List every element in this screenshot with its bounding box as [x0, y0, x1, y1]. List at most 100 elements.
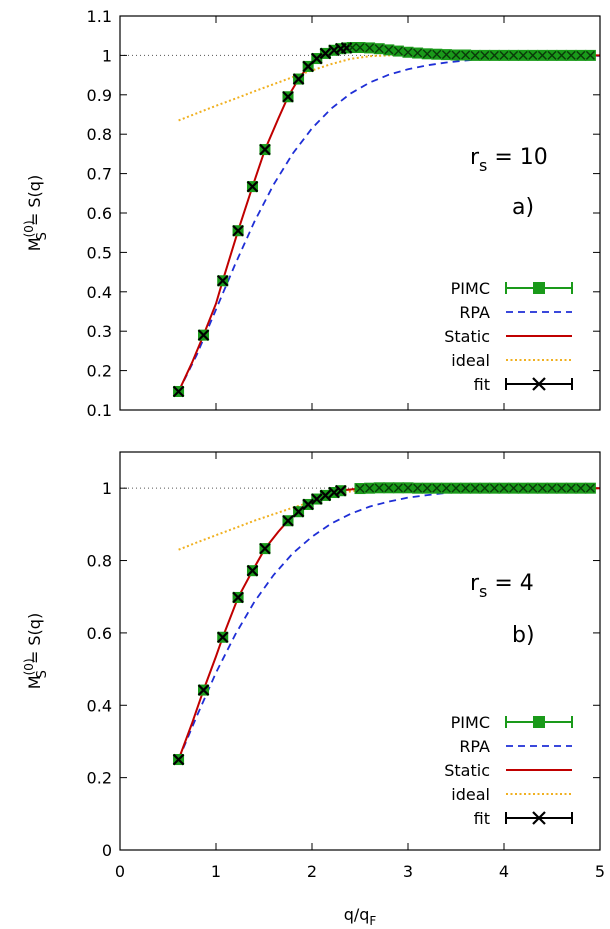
- legend: PIMC RPA Static ideal fit: [444, 279, 573, 394]
- pimc-x-overlay: [547, 483, 557, 493]
- pimc-x-overlay: [557, 483, 567, 493]
- legend-label: PIMC: [451, 713, 490, 732]
- x-tick-label: 0: [115, 862, 125, 881]
- legend-label: RPA: [459, 737, 490, 756]
- y-tick-label: 0.8: [87, 125, 112, 144]
- fit-point: [335, 484, 347, 497]
- x-tick-label: 3: [403, 862, 413, 881]
- legend-label: Static: [444, 327, 490, 346]
- x-label-subscript: F: [369, 914, 376, 928]
- plot-frame: [119, 451, 601, 851]
- fit-point: [232, 591, 244, 604]
- ideal-curve: [178, 54, 600, 122]
- pimc-x-overlay: [403, 47, 413, 57]
- pimc-x-overlay: [451, 483, 461, 493]
- legend-label: RPA: [459, 303, 490, 322]
- pimc-x-overlay: [480, 50, 490, 60]
- legend-pimc-marker: [533, 282, 545, 294]
- panel-a: 0.1 0.2 0.3 0.4 0.5 0.6 0.7 0.8 0.9 1 1.1 rs = 10 a)…: [22, 7, 601, 420]
- x-tick-label: 2: [307, 862, 317, 881]
- legend-label: fit: [474, 375, 490, 394]
- rs-value: = 4: [487, 571, 533, 596]
- fit-point: [216, 274, 229, 287]
- pimc-x-overlay: [441, 50, 451, 60]
- fit-point: [311, 52, 323, 65]
- legend-fit-marker: [532, 377, 546, 391]
- pimc-x-overlay: [365, 43, 375, 53]
- pimc-x-overlay: [509, 50, 519, 60]
- pimc-x-overlay: [461, 483, 471, 493]
- y-tick-label: 1: [102, 46, 112, 65]
- rs-symbol: r: [470, 571, 480, 596]
- pimc-x-overlay: [374, 44, 384, 54]
- static-curve: [177, 46, 600, 392]
- plot-frame: [119, 15, 601, 411]
- pimc-x-overlay: [413, 483, 423, 493]
- y-axis-label: M(0)S = S(q): [22, 175, 50, 251]
- fit-point: [259, 143, 271, 156]
- fit-point: [282, 90, 294, 103]
- pimc-x-overlay: [547, 50, 557, 60]
- rs-value: = 10: [487, 145, 547, 170]
- pimc-x-overlay: [374, 483, 384, 493]
- pimc-x-overlay: [518, 50, 528, 60]
- fit-point: [246, 180, 259, 193]
- legend: PIMC RPA Static ideal fit: [444, 713, 573, 828]
- fit-point: [216, 631, 229, 644]
- pimc-x-overlay: [557, 50, 567, 60]
- rs-subscript: s: [479, 156, 487, 175]
- fit-point: [292, 505, 305, 518]
- fit-point: [328, 486, 340, 499]
- y-tick-label: 0.1: [87, 401, 112, 420]
- y-label-subscript: S: [35, 232, 50, 240]
- y-label-superscript: (0): [22, 658, 36, 675]
- fit-point: [282, 514, 294, 527]
- panel-label: a): [512, 195, 534, 220]
- y-tick-label: 0.4: [87, 283, 112, 302]
- pimc-x-overlay: [489, 50, 499, 60]
- panel-b: 0 0.2 0.4 0.6 0.8 1 0 1 2 3 4 5 rs = 4 b) PIMC RPA Stati…: [22, 451, 605, 928]
- y-label-eq: =: [25, 208, 44, 227]
- fit-point: [246, 564, 259, 577]
- fit-point: [311, 493, 323, 505]
- pimc-x-overlay: [384, 45, 394, 55]
- y-tick-label: 0.3: [87, 322, 112, 341]
- pimc-x-overlay: [393, 483, 403, 493]
- rs-label: rs = 10: [470, 145, 548, 175]
- y-tick-label: 0.8: [87, 552, 112, 571]
- pimc-x-overlay: [470, 50, 480, 60]
- y-label-subscript: S: [35, 670, 50, 678]
- pimc-x-overlay: [509, 483, 519, 493]
- pimc-x-overlay: [499, 50, 509, 60]
- rs-symbol: r: [470, 145, 480, 170]
- pimc-x-overlay: [537, 483, 547, 493]
- y-label-text: S(q): [25, 613, 44, 646]
- y-label-M: M: [25, 237, 44, 251]
- pimc-x-overlay: [422, 49, 432, 59]
- x-label-text: q/q: [344, 905, 370, 924]
- pimc-x-overlay: [585, 483, 595, 493]
- pimc-x-overlay: [566, 50, 576, 60]
- legend-label: PIMC: [451, 279, 490, 298]
- pimc-x-overlay: [499, 483, 509, 493]
- rpa-curve: [177, 487, 601, 760]
- y-tick-label: 1: [102, 479, 112, 498]
- x-tick-label: 1: [211, 862, 221, 881]
- y-tick-label: 0: [102, 841, 112, 860]
- fit-point: [292, 73, 305, 85]
- pimc-x-overlay: [470, 483, 480, 493]
- fit-point: [172, 385, 185, 398]
- pimc-x-overlay: [422, 483, 432, 493]
- panel-label: b): [512, 623, 535, 648]
- pimc-x-overlay: [393, 46, 403, 56]
- pimc-x-overlay: [355, 484, 365, 494]
- x-axis-label: q/qF: [344, 905, 377, 928]
- y-tick-label: 0.6: [87, 624, 112, 643]
- legend-label: ideal: [451, 351, 490, 370]
- legend-fit-marker: [532, 811, 546, 825]
- pimc-x-overlay: [585, 50, 595, 60]
- pimc-x-overlay: [365, 483, 375, 493]
- pimc-x-overlay: [528, 483, 538, 493]
- fit-point: [319, 489, 332, 502]
